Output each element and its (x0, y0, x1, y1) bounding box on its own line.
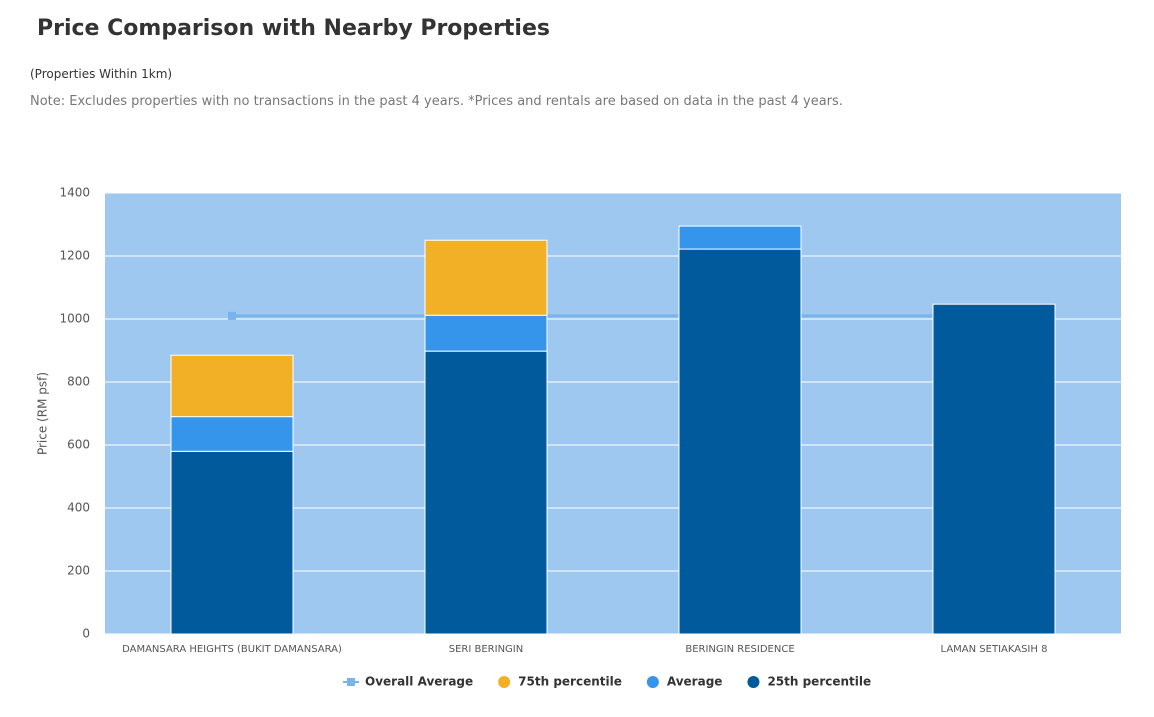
bar-segment (424, 239, 548, 316)
y-tick-label: 800 (67, 375, 90, 389)
bar-segment (424, 350, 548, 635)
y-axis-label: Price (RM psf) (36, 372, 50, 455)
legend-icon (498, 676, 511, 688)
y-tick-label: 1200 (59, 249, 90, 263)
y-tick-label: 1400 (59, 186, 90, 200)
legend-label: 25th percentile (767, 675, 871, 689)
x-tick-label: SERI BERINGIN (449, 644, 523, 655)
legend-label: Average (667, 675, 723, 689)
x-tick-label: DAMANSARA HEIGHTS (BUKIT DAMANSARA) (122, 644, 342, 655)
chart-title: Price Comparison with Nearby Properties (37, 16, 550, 41)
bar-segment (170, 416, 294, 452)
y-tick-label: 600 (67, 438, 90, 452)
note: Note: Excludes properties with no transa… (30, 94, 843, 109)
subtitle: (Properties Within 1km) (30, 67, 173, 81)
bar-segment (932, 303, 1056, 635)
y-tick-label: 1000 (59, 312, 90, 326)
x-tick-label: BERINGIN RESIDENCE (685, 644, 794, 655)
legend-icon (646, 676, 659, 688)
y-tick-label: 400 (67, 501, 90, 515)
bar-segment (170, 450, 294, 635)
bar-segment (678, 248, 802, 635)
bar-segment (424, 314, 548, 352)
y-tick-label: 200 (67, 564, 90, 578)
y-tick-label: 0 (82, 627, 90, 641)
line-marker (228, 311, 236, 320)
legend-icon (347, 678, 355, 686)
legend-icon (747, 676, 760, 688)
x-tick-label: LAMAN SETIAKASIH 8 (941, 644, 1048, 655)
legend-label: 75th percentile (518, 675, 622, 689)
bar-segment (170, 354, 294, 418)
bar-segment (678, 225, 802, 250)
legend-label: Overall Average (365, 675, 473, 689)
